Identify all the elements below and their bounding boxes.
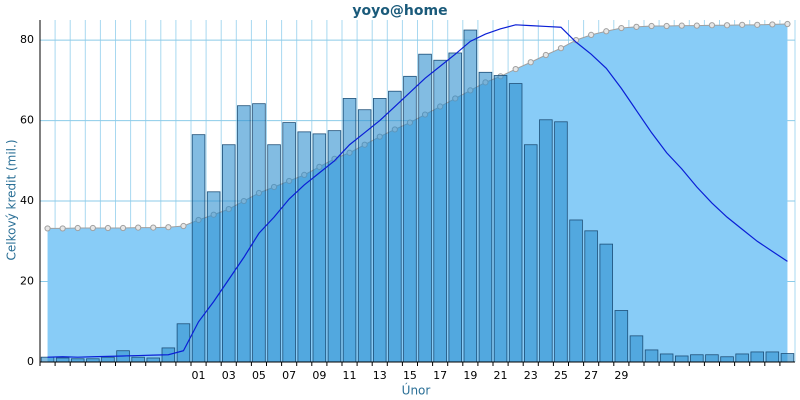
- x-tick-label: 29: [614, 369, 628, 382]
- x-tick-label: 07: [282, 369, 296, 382]
- bar: [508, 83, 523, 363]
- bar: [629, 335, 644, 363]
- bar: [282, 122, 296, 363]
- area-marker: [74, 224, 81, 232]
- chart-title: yoyo@home: [352, 3, 447, 19]
- area-marker: [754, 21, 761, 28]
- bar: [40, 356, 55, 363]
- bar: [342, 98, 357, 363]
- x-tick-label: 25: [554, 369, 568, 382]
- bar: [554, 121, 568, 363]
- area-marker: [44, 225, 51, 232]
- area-marker: [165, 224, 172, 231]
- x-tick-label: 05: [252, 369, 266, 382]
- y-tick-label: 80: [20, 33, 34, 46]
- bar: [101, 356, 115, 363]
- area-marker: [618, 24, 625, 32]
- bar: [373, 98, 387, 363]
- area-marker: [542, 51, 549, 59]
- bar: [478, 71, 493, 363]
- bar: [524, 144, 538, 363]
- x-tick-label: 15: [403, 369, 417, 382]
- area-marker: [648, 22, 655, 30]
- bar: [539, 119, 553, 363]
- bar: [448, 52, 462, 363]
- x-tick-label: 27: [584, 369, 598, 382]
- bar: [690, 354, 704, 363]
- area-marker: [180, 222, 187, 230]
- area-marker: [588, 31, 595, 38]
- area-marker: [678, 22, 685, 29]
- bar: [55, 357, 70, 363]
- bar: [222, 144, 236, 363]
- x-axis-label: Únor: [402, 383, 431, 398]
- area-marker: [557, 45, 565, 52]
- bar: [418, 53, 432, 363]
- area-marker: [512, 65, 519, 73]
- x-tick-label: 09: [312, 369, 326, 382]
- bar: [312, 133, 327, 363]
- area-marker: [135, 224, 142, 231]
- bar: [297, 131, 311, 363]
- x-tick-label: 01: [192, 369, 206, 382]
- bar: [493, 75, 508, 363]
- x-tick-label: 21: [494, 369, 508, 382]
- bar: [614, 310, 629, 363]
- x-tick-label: 19: [463, 369, 477, 382]
- bar: [705, 354, 719, 363]
- x-tick-label: 23: [524, 369, 538, 382]
- area-marker: [603, 28, 610, 35]
- area-marker: [104, 224, 112, 232]
- area-marker: [723, 22, 731, 29]
- bar: [327, 130, 342, 363]
- y-tick-label: 60: [20, 114, 34, 127]
- bar: [750, 351, 764, 363]
- x-tick-label: 11: [343, 369, 357, 382]
- bar: [131, 356, 145, 363]
- area-marker: [633, 23, 640, 30]
- area-marker: [59, 225, 66, 232]
- bar: [206, 191, 221, 363]
- y-tick-label: 40: [20, 194, 34, 207]
- bar: [191, 134, 206, 363]
- x-tick-label: 13: [373, 369, 387, 382]
- bar: [780, 353, 795, 363]
- x-tick-label: 03: [222, 369, 236, 382]
- area-marker: [739, 21, 746, 28]
- area-marker: [708, 22, 716, 29]
- bar: [659, 353, 674, 363]
- area-marker: [784, 20, 791, 28]
- bar: [403, 75, 417, 363]
- bar: [735, 353, 749, 363]
- bar: [599, 243, 613, 363]
- y-axis-label: Celkový kredit (mil.): [5, 140, 19, 261]
- bar: [675, 355, 689, 363]
- y-tick-label: 0: [27, 355, 34, 368]
- bar: [644, 349, 659, 363]
- area-marker: [150, 224, 157, 231]
- bar: [146, 357, 160, 363]
- y-tick-label: 20: [20, 275, 34, 288]
- bar: [569, 219, 583, 363]
- line: [47, 24, 788, 358]
- area-marker: [527, 59, 534, 66]
- bar: [237, 105, 251, 363]
- bar: [765, 351, 780, 363]
- area-marker: [89, 224, 96, 232]
- x-tick-label: 17: [433, 369, 447, 382]
- bar: [267, 144, 281, 363]
- area-marker: [769, 21, 776, 28]
- bar: [433, 59, 447, 363]
- bar: [463, 29, 478, 363]
- area-marker: [693, 22, 700, 29]
- area-marker: [663, 22, 670, 30]
- bar: [720, 356, 734, 363]
- bar: [357, 109, 372, 363]
- bar: [584, 230, 598, 363]
- bar: [388, 90, 402, 363]
- area-marker: [119, 224, 127, 232]
